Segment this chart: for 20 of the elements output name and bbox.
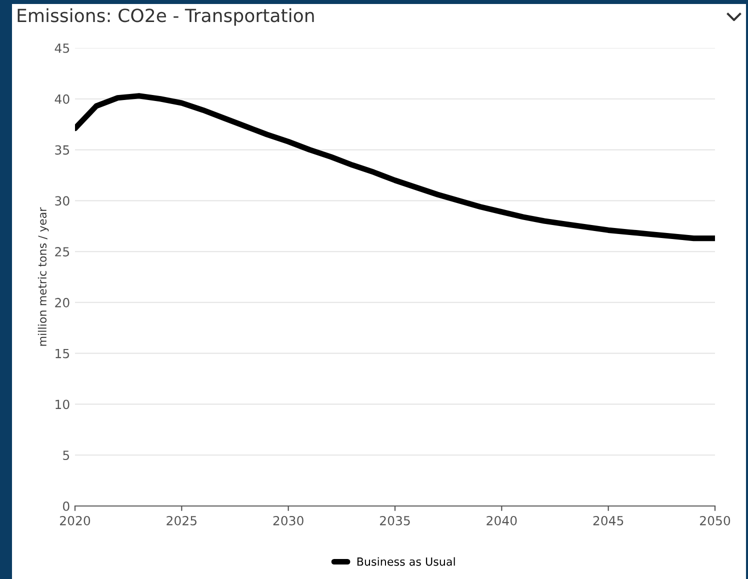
legend-label: Business as Usual (357, 557, 455, 566)
x-tick-label: 2025 (166, 516, 196, 526)
y-tick-label: 25 (55, 247, 70, 256)
x-tick-label: 2045 (593, 516, 624, 526)
y-tick-label: 40 (54, 94, 70, 104)
y-tick-label: 5 (63, 450, 70, 460)
y-tick-label: 45 (54, 44, 70, 53)
x-tick-label: 2030 (273, 516, 304, 526)
y-tick-label: 20 (55, 298, 70, 308)
y-axis-title: million metric tons / year (38, 207, 49, 346)
chart-title: Emissions: CO2e - Transportation (18, 8, 314, 26)
x-tick-label: 2020 (60, 516, 90, 526)
x-tick-label: 2035 (380, 516, 410, 526)
y-tick-label: 30 (55, 196, 70, 206)
y-tick-label: 35 (55, 145, 70, 155)
x-tick-label: 2050 (700, 516, 730, 526)
x-tick-label: 2040 (486, 516, 517, 526)
y-tick-label: 10 (56, 400, 70, 410)
y-tick-label: 15 (56, 348, 70, 358)
y-tick-label: 0 (63, 501, 70, 511)
